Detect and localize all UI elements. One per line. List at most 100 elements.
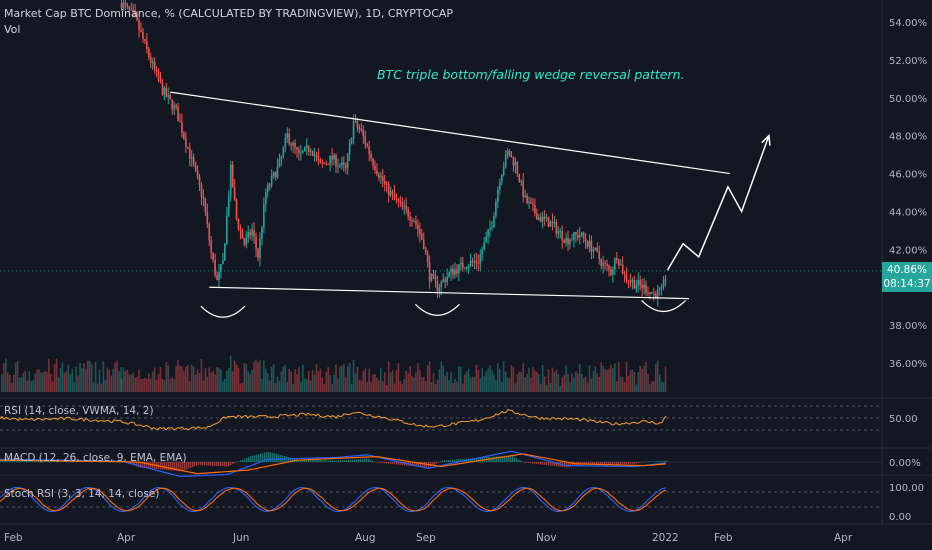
macd-histogram-bar [344,460,346,462]
volume-bar [518,371,521,392]
macd-histogram-bar [236,462,238,463]
candle-body [442,279,445,282]
macd-histogram-bar [248,456,250,462]
candle-body [512,157,515,166]
macd-label[interactable]: MACD (12, 26, close, 9, EMA, EMA) [4,452,187,464]
candle-body [181,122,183,133]
macd-histogram-bar [312,459,314,462]
macd-histogram-bar [412,462,414,467]
y-tick-label: 50.00% [889,94,927,105]
volume-bar [257,362,259,392]
volume-bar [229,355,232,392]
volume-bar [120,367,122,392]
candle-body [183,132,185,139]
macd-histogram-bar [6,460,8,462]
volume-bar [341,365,343,392]
price-tag-value: 40.86% [886,264,928,276]
annotation-text[interactable]: BTC triple bottom/falling wedge reversal… [377,67,685,82]
candle-body [130,9,133,11]
drawings [170,91,771,318]
candle-body [120,3,123,9]
candle-body [547,217,550,227]
candle-body [491,227,493,229]
candle-body [335,154,337,167]
candle-body [415,220,417,225]
volume-bar [510,365,513,392]
candle-body [212,252,214,260]
volume-bar [526,373,528,392]
volume-bar [538,373,540,392]
volume-bar [12,374,15,392]
macd-histogram-bar [456,459,458,462]
macd-histogram-bar [542,462,544,465]
rsi-label[interactable]: RSI (14, close, VWMA, 14, 2) [4,405,154,417]
volume-bar [61,362,64,392]
macd-histogram-bar [506,455,508,462]
macd-histogram-bar [360,459,362,462]
volume-label[interactable]: Vol [4,23,21,36]
macd-histogram-bar [478,457,480,462]
candle-body [233,187,236,200]
volume-bar [274,383,277,392]
macd-histogram-bar [306,459,308,462]
volume-bar [16,360,19,392]
volume-bar [493,374,495,392]
volume-bar [130,374,133,392]
macd-histogram-bar [524,462,526,463]
candle-body [499,182,501,190]
volume-bar [57,377,60,392]
volume-bar [421,377,423,392]
volume-bar [28,371,31,392]
volume-bar [362,370,365,392]
candle-body [465,267,468,269]
grid [0,0,932,525]
volume-bar [549,382,552,392]
macd-histogram-bar [264,452,266,462]
candle-body [266,184,269,193]
volume-bar [165,362,168,392]
candle-body [148,48,150,58]
macd-histogram-bar [166,462,168,471]
volume-bar [179,365,181,392]
stoch-rsi-label[interactable]: Stoch RSI (3, 3, 14, 14, close) [4,488,160,500]
macd-histogram-bar [268,451,270,462]
volume-bar [547,369,550,392]
volume-bar [444,375,446,392]
candle-body [539,217,542,222]
volume-bar [604,368,606,392]
macd-histogram-bar [656,461,658,462]
macd-histogram-bar [622,462,624,464]
macd-histogram-bar [136,462,138,467]
volume-bar [73,382,75,392]
macd-histogram-bar [548,462,550,466]
volume-bar [385,385,388,392]
macd-histogram-bar [22,460,24,462]
candle-body [637,280,640,286]
macd-histogram-bar [266,452,268,462]
macd-histogram-bar [612,462,614,465]
candle-body [255,236,257,249]
macd-histogram-bar [46,460,48,462]
macd-histogram-bar [400,462,402,465]
volume-bar [393,383,396,392]
macd-histogram-bar [168,462,170,471]
volume-bar [372,374,374,392]
candle-body [493,215,495,228]
candle-body [249,232,251,236]
candle-body [555,222,558,234]
candle-body [245,237,248,245]
volume-bar [592,370,595,392]
volume-bar [623,382,626,392]
candle-body [541,216,544,222]
candle-body [643,284,645,289]
volume-bar [65,371,68,392]
y-tick-label: 36.00% [889,359,927,370]
macd-histogram-bar [538,462,540,465]
volume-bar [1,374,3,392]
macd-histogram-bar [212,462,214,466]
volume-bar [387,361,390,392]
macd-histogram-bar [450,459,452,462]
macd-histogram-bar [188,462,190,469]
chart-title[interactable]: Market Cap BTC Dominance, % (CALCULATED … [4,7,454,20]
volume-bar [102,361,105,392]
